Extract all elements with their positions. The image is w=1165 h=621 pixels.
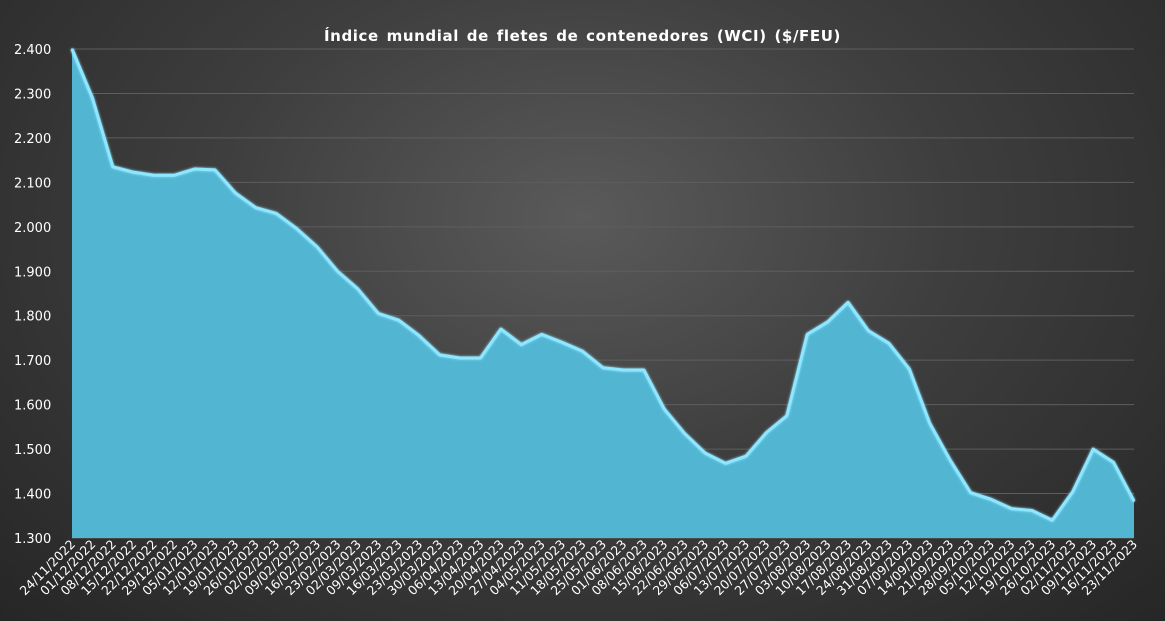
data-point xyxy=(112,166,114,168)
data-point xyxy=(1031,509,1033,512)
data-point xyxy=(745,455,747,458)
area-series xyxy=(70,48,1136,538)
data-point xyxy=(704,452,706,454)
data-point xyxy=(1051,519,1054,522)
data-point xyxy=(908,368,911,370)
data-point xyxy=(1133,500,1135,502)
y-tick-label: 1.300 xyxy=(14,532,51,547)
data-point xyxy=(295,227,298,230)
y-tick-label: 2.000 xyxy=(14,221,51,236)
data-point xyxy=(602,366,604,369)
data-point xyxy=(786,414,788,417)
y-tick-label: 1.500 xyxy=(14,443,51,458)
data-point xyxy=(91,97,94,99)
data-point xyxy=(357,288,359,290)
data-point xyxy=(479,357,482,359)
data-point xyxy=(724,462,727,465)
area-fill xyxy=(72,49,1134,538)
data-point xyxy=(663,408,666,410)
data-point xyxy=(806,333,809,336)
data-point xyxy=(643,369,645,371)
data-point xyxy=(275,212,278,215)
data-point xyxy=(683,432,686,435)
data-point xyxy=(622,369,625,371)
data-point xyxy=(214,169,216,171)
data-point xyxy=(1112,461,1115,464)
data-point xyxy=(888,342,890,345)
data-point xyxy=(1071,490,1074,493)
data-point xyxy=(561,341,563,344)
data-point xyxy=(928,422,931,425)
chart-title: Índice mundial de fletes de contenedores… xyxy=(324,27,841,45)
y-tick-label: 2.400 xyxy=(14,43,51,58)
data-point xyxy=(234,192,237,194)
data-point xyxy=(520,343,523,346)
data-point xyxy=(540,333,543,336)
data-point xyxy=(152,174,155,177)
y-tick-label: 1.900 xyxy=(14,265,51,280)
data-point xyxy=(990,498,992,501)
data-point xyxy=(867,330,870,332)
y-tick-label: 1.400 xyxy=(14,488,51,503)
data-point xyxy=(826,321,829,323)
y-tick-label: 2.300 xyxy=(14,87,51,102)
data-point xyxy=(1092,448,1094,450)
data-point xyxy=(193,168,196,170)
data-point xyxy=(847,301,849,304)
data-point xyxy=(71,48,73,50)
data-point xyxy=(316,246,318,248)
data-point xyxy=(336,270,339,273)
data-point xyxy=(173,174,175,177)
data-point xyxy=(459,357,461,359)
data-point xyxy=(581,350,584,353)
y-tick-label: 2.100 xyxy=(14,176,51,191)
data-point xyxy=(500,328,502,330)
data-point xyxy=(438,354,441,356)
y-tick-label: 1.700 xyxy=(14,354,51,369)
data-point xyxy=(765,431,768,434)
x-axis-tick-labels: 24/11/202201/12/202208/12/202215/12/2022… xyxy=(17,537,1141,599)
data-point xyxy=(1010,507,1013,510)
y-tick-label: 1.800 xyxy=(14,310,51,325)
data-point xyxy=(969,491,972,494)
data-point xyxy=(397,319,400,321)
data-point xyxy=(377,312,380,315)
data-point xyxy=(418,334,420,337)
data-point xyxy=(255,206,257,209)
y-axis-tick-labels: 1.300 1.400 1.500 1.600 1.700 1.800 1.900 2.000… xyxy=(14,43,51,547)
data-point xyxy=(132,171,135,173)
y-tick-label: 2.200 xyxy=(14,132,51,147)
y-tick-label: 1.600 xyxy=(14,399,51,414)
data-point xyxy=(949,459,951,462)
